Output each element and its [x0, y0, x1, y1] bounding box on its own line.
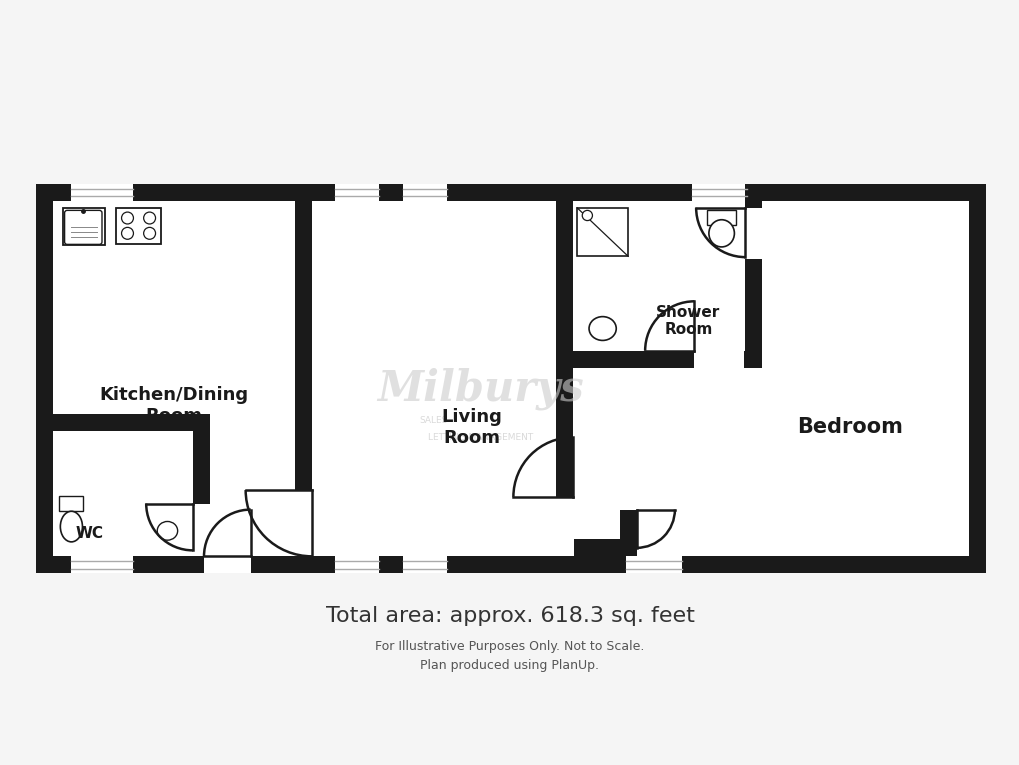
Text: For Illustrative Purposes Only. Not to Scale.: For Illustrative Purposes Only. Not to S…: [375, 640, 644, 653]
Bar: [577, 208, 628, 256]
Bar: [573, 539, 620, 556]
Circle shape: [121, 212, 133, 224]
Bar: [745, 184, 761, 368]
Text: Total area: approx. 618.3 sq. feet: Total area: approx. 618.3 sq. feet: [325, 606, 694, 626]
Bar: [53, 414, 193, 431]
Bar: [63, 208, 105, 246]
Text: Shower
Room: Shower Room: [656, 304, 719, 337]
Bar: [555, 184, 573, 573]
Ellipse shape: [589, 317, 615, 340]
Bar: [294, 490, 313, 556]
Bar: [620, 509, 636, 556]
Bar: [71, 184, 132, 201]
Bar: [193, 503, 211, 556]
Circle shape: [121, 227, 133, 239]
Bar: [294, 184, 312, 573]
Bar: [116, 208, 161, 243]
Bar: [555, 350, 745, 368]
Bar: [334, 184, 379, 201]
Circle shape: [144, 212, 156, 224]
Bar: [59, 496, 84, 511]
Text: Milburys: Milburys: [377, 368, 583, 410]
Bar: [626, 556, 681, 573]
Bar: [204, 555, 251, 573]
Ellipse shape: [157, 522, 177, 540]
Bar: [691, 184, 747, 201]
Bar: [694, 350, 743, 368]
Text: Kitchen/Dining
Room: Kitchen/Dining Room: [100, 386, 249, 425]
Text: SALES: SALES: [419, 416, 447, 425]
Text: Bedroom: Bedroom: [796, 417, 902, 437]
Circle shape: [144, 227, 156, 239]
Bar: [403, 184, 446, 201]
Text: WC: WC: [75, 526, 103, 541]
Text: Plan produced using PlanUp.: Plan produced using PlanUp.: [420, 659, 599, 672]
FancyBboxPatch shape: [64, 210, 102, 244]
Bar: [36, 184, 985, 573]
Bar: [53, 201, 968, 556]
Ellipse shape: [60, 511, 83, 542]
Ellipse shape: [708, 220, 734, 247]
Circle shape: [582, 210, 592, 220]
Bar: [555, 496, 573, 556]
Bar: [706, 210, 736, 225]
Bar: [403, 556, 446, 573]
Text: LETTING MANAGEMENT: LETTING MANAGEMENT: [427, 433, 532, 442]
Text: Living
Room: Living Room: [441, 408, 501, 447]
Bar: [334, 556, 379, 573]
Bar: [193, 414, 210, 556]
Bar: [71, 556, 132, 573]
Bar: [745, 208, 762, 259]
